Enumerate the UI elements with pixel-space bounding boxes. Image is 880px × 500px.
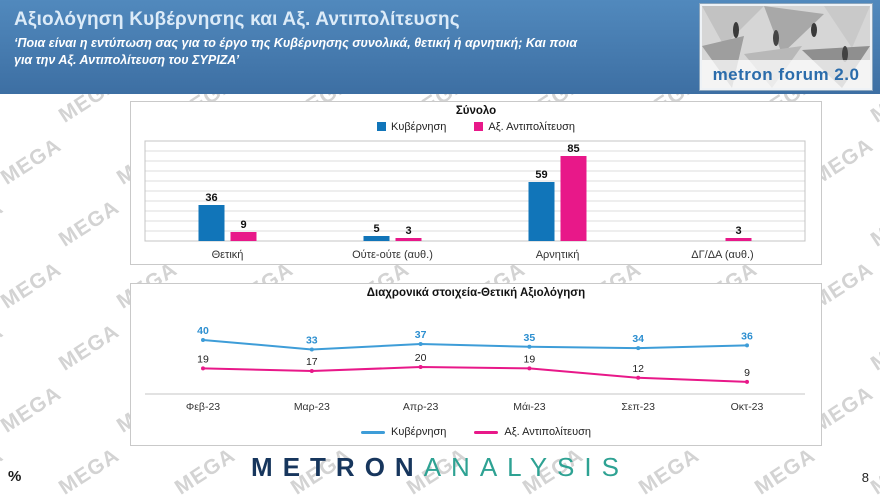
line-chart-point [309,369,314,374]
legend-item: Αξ. Αντιπολίτευση [474,121,575,133]
bar [363,236,390,241]
legend-item: Κυβέρνηση [376,120,447,133]
category-label: ΔΓ/ΔΑ (αυθ.) [691,249,753,261]
line-chart-point [418,365,423,369]
line-chart-legend: Κυβέρνηση Αξ. Αντιπολίτευση [143,424,809,440]
mega-watermark: MEGA [0,319,8,376]
line-chart-panel: Διαχρονικά στοιχεία-Θετική Αξιολόγηση Φε… [130,283,822,446]
line-chart-point [636,375,641,380]
legend-swatch [360,430,385,434]
line-chart-point [636,346,641,351]
point-value-label: 36 [741,330,753,342]
point-value-label: 34 [632,333,644,345]
bar [230,232,257,241]
month-label: Μάι-23 [513,401,545,413]
bar-value-label: 3 [735,225,741,237]
line-chart-point [527,344,532,349]
legend-swatch [474,122,484,131]
metron-forum-logo-text: metron forum 2.0 [712,65,860,84]
line-series [202,366,748,383]
bar [560,156,587,241]
brand-analysis: ANALYSIS [423,452,629,482]
point-value-label: 19 [524,353,536,365]
mega-watermark: MEGA [54,319,124,376]
subtitle-question: ‘Ποια είναι η εντύπωση σας για το έργο τ… [14,36,578,67]
page-title: Αξιολόγηση Κυβέρνησης και Αξ. Αντιπολίτε… [14,9,460,30]
line-chart-point [201,338,205,342]
line-chart-point [309,347,314,352]
month-label: Οκτ-23 [731,401,764,413]
metron-forum-logo: metron forum 2.0 [700,4,872,90]
month-label: Φεβ-23 [186,401,220,413]
bar-value-label: 85 [567,143,579,155]
line-chart-point [201,366,205,371]
line-chart-point [527,366,532,371]
line-chart-svg: Φεβ-23 Μαρ-23 Απρ-23 Μάι-23 Σεπ-23 Οκτ-23 40 33… [145,325,805,413]
line-chart-point [745,343,749,348]
month-label: Μαρ-23 [294,401,330,413]
bar [725,238,752,241]
plot-border [144,140,806,242]
legend-swatch [474,430,499,434]
mega-watermark: MEGA [0,195,8,252]
point-value-label: 12 [632,363,644,375]
category-label: Θετική [212,249,244,261]
legend-item: Αξ. Αντιπολίτευση [474,426,591,438]
mega-watermark: MEGA [0,133,66,190]
line-chart-title: Διαχρονικά στοιχεία-Θετική Αξιολόγηση [366,287,586,299]
line-chart-point [745,379,749,384]
month-label: Απρ-23 [403,401,439,413]
brand-metron: METRON [251,452,424,482]
bar-chart-panel: Σύνολο Κυβέρνηση Αξ. Αντιπολίτευση Θετική… [130,101,822,265]
bar-chart-svg: Θετική 36 9 Ούτε-ούτε (αυθ.) 5 3 Αρνητική 59 85 Δ… [144,140,806,261]
bar-chart-title: Σύνολο [455,105,497,117]
point-value-label: 17 [306,356,318,368]
point-value-label: 9 [744,367,750,379]
bar-value-label: 59 [535,169,547,181]
bar-chart: Θετική 36 9 Ούτε-ούτε (αυθ.) 5 3 Αρνητική 59 85 Δ… [143,133,809,266]
bar-value-label: 36 [205,192,217,204]
metron-analysis-logo: METRONANALYSIS [0,452,880,483]
legend-swatch [376,122,386,131]
category-label: Ούτε-ούτε (αυθ.) [352,249,433,261]
legend-label: Κυβέρνηση [390,120,447,133]
point-value-label: 20 [415,352,427,364]
mega-watermark: MEGA [54,195,124,252]
bar [198,205,225,241]
line-chart: Φεβ-23 Μαρ-23 Απρ-23 Μάι-23 Σεπ-23 Οκτ-23 40 33… [143,320,809,420]
legend-label: Αξ. Αντιπολίτευση [488,120,576,133]
bar [528,182,555,241]
point-value-label: 40 [197,325,209,337]
page-number: 8 [861,470,869,485]
category-label: Αρνητική [536,249,580,261]
month-label: Σεπ-23 [621,401,655,413]
legend-label: Αξ. Αντιπολίτευση [504,426,592,438]
legend-item: Κυβέρνηση [360,426,447,438]
bar-value-label: 5 [373,223,379,235]
mega-watermark: MEGA [866,195,880,252]
point-value-label: 35 [524,332,536,344]
bar-value-label: 9 [240,219,246,231]
line-chart-point [418,342,423,347]
bar-chart-legend: Κυβέρνηση Αξ. Αντιπολίτευση [143,120,809,133]
mega-watermark: MEGA [866,319,880,376]
logo-photo-mosaic [702,6,870,88]
bar-value-label: 3 [405,225,411,237]
legend-label: Κυβέρνηση [390,426,447,438]
point-value-label: 33 [306,334,318,346]
point-value-label: 37 [415,329,427,341]
mega-watermark: MEGA [0,257,66,314]
mega-watermark: MEGA [0,381,66,438]
line-series [202,339,748,351]
point-value-label: 19 [197,353,209,365]
bar [395,238,422,241]
percent-sign: % [8,468,22,485]
